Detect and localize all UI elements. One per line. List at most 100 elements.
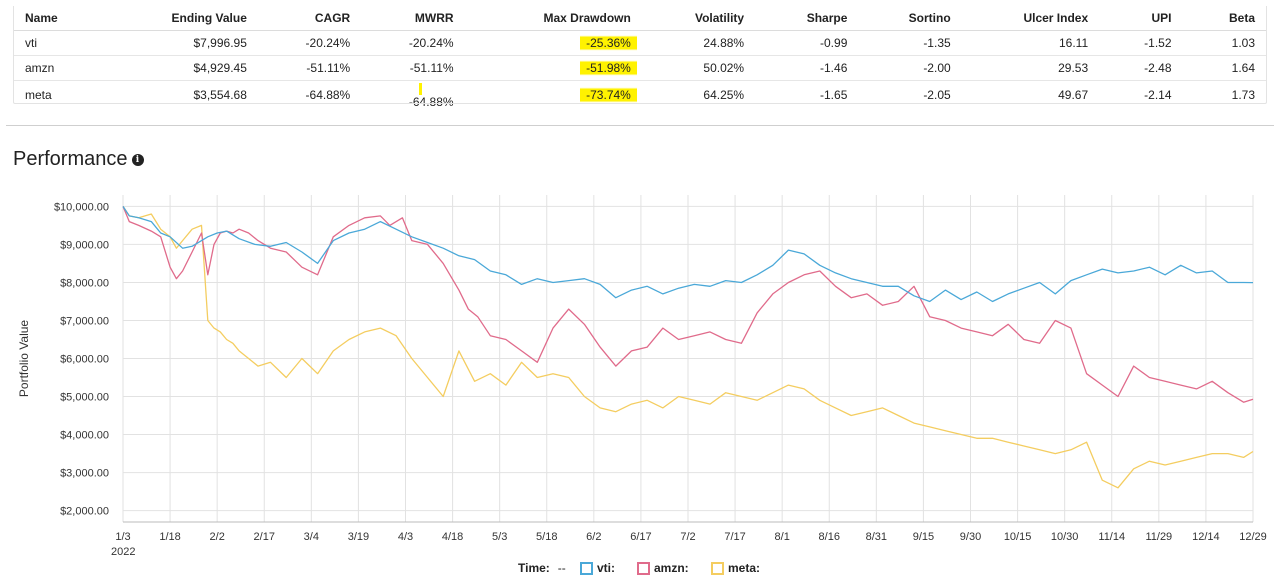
x-tick-label: 11/14 bbox=[1098, 531, 1125, 543]
x-tick-label: 1/3 bbox=[115, 531, 130, 543]
cell-beta: 1.73 bbox=[1183, 80, 1267, 109]
cell-upi: -2.48 bbox=[1100, 55, 1184, 81]
y-tick-label: $2,000.00 bbox=[60, 506, 109, 518]
legend-item-vti[interactable]: vti: bbox=[580, 561, 615, 575]
y-tick-label: $7,000.00 bbox=[60, 315, 109, 327]
cell-name: vti bbox=[13, 30, 126, 56]
x-tick-label: 7/17 bbox=[724, 531, 745, 543]
cell-max-drawdown: -73.74% bbox=[465, 80, 643, 109]
cell-ending-value: $3,554.68 bbox=[125, 80, 259, 109]
cell-ulcer-index: 29.53 bbox=[962, 55, 1101, 81]
x-tick-label: 1/18 bbox=[159, 531, 180, 543]
performance-chart[interactable]: 1/3 1/18 2/2 2/17 3/4 3/19 4/3 4/18 5/3 5/18 6/2 6/… bbox=[0, 185, 1280, 555]
stats-table: Name Ending Value CAGR MWRR Max Drawdown… bbox=[13, 6, 1267, 109]
legend-meta-label: meta: bbox=[728, 561, 761, 575]
cell-sortino: -2.00 bbox=[859, 55, 963, 81]
stats-header-row: Name Ending Value CAGR MWRR Max Drawdown… bbox=[13, 6, 1267, 31]
highlighted-value: -73.74% bbox=[580, 86, 637, 104]
col-ending-value-header[interactable]: Ending Value bbox=[125, 6, 259, 31]
cell-volatility: 24.88% bbox=[642, 30, 757, 56]
legend-item-amzn[interactable]: amzn: bbox=[637, 561, 689, 575]
x-tick-label: 9/15 bbox=[913, 531, 934, 543]
x-tick-label: 2/2 bbox=[210, 531, 225, 543]
highlight-mark bbox=[418, 82, 422, 95]
x-tick-label: 12/14 bbox=[1192, 531, 1220, 543]
col-name-header[interactable]: Name bbox=[13, 6, 126, 31]
col-sharpe-header[interactable]: Sharpe bbox=[756, 6, 860, 31]
col-beta-header[interactable]: Beta bbox=[1183, 6, 1267, 31]
cell-beta: 1.64 bbox=[1183, 55, 1267, 81]
x-tick-label: 8/1 bbox=[775, 531, 790, 543]
highlighted-value: -51.98% bbox=[580, 59, 637, 77]
legend-amzn-label: amzn: bbox=[654, 561, 689, 575]
col-max-drawdown-header[interactable]: Max Drawdown bbox=[465, 6, 643, 31]
col-upi-header[interactable]: UPI bbox=[1100, 6, 1184, 31]
x-tick-label: 5/18 bbox=[536, 531, 557, 543]
table-row: vti $7,996.95 -20.24% -20.24% -25.36% 24… bbox=[13, 30, 1267, 56]
x-tick-label: 9/30 bbox=[960, 531, 981, 543]
x-tick-label: 11/29 bbox=[1145, 531, 1172, 543]
cell-cagr: -20.24% bbox=[258, 30, 363, 56]
col-sortino-header[interactable]: Sortino bbox=[859, 6, 963, 31]
cell-sortino: -2.05 bbox=[859, 80, 963, 109]
cell-max-drawdown: -51.98% bbox=[465, 55, 643, 81]
table-row: amzn $4,929.45 -51.11% -51.11% -51.98% 5… bbox=[13, 55, 1267, 81]
info-icon[interactable]: i bbox=[131, 153, 144, 166]
cell-sharpe: -0.99 bbox=[756, 30, 860, 56]
x-tick-label: 3/4 bbox=[304, 531, 319, 543]
cell-name: amzn bbox=[13, 55, 126, 81]
cell-volatility: 64.25% bbox=[642, 80, 757, 109]
cell-max-drawdown: -25.36% bbox=[465, 30, 643, 56]
cell-mwrr: -64.88% bbox=[362, 80, 466, 109]
y-tick-label: $8,000.00 bbox=[60, 277, 109, 289]
col-ulcer-index-header[interactable]: Ulcer Index bbox=[962, 6, 1101, 31]
cell-mwrr-value: -64.88% bbox=[408, 95, 454, 109]
cell-cagr: -51.11% bbox=[258, 55, 363, 81]
series-line-amzn[interactable] bbox=[122, 206, 1254, 403]
x-tick-label: 8/31 bbox=[866, 531, 887, 543]
x-tick-label: 4/18 bbox=[442, 531, 463, 543]
x-tick-label: 5/3 bbox=[492, 531, 507, 543]
series-line-meta[interactable] bbox=[122, 206, 1254, 489]
legend-time-label: Time: bbox=[518, 561, 550, 575]
x-tick-label: 3/19 bbox=[348, 531, 369, 543]
performance-title: Performance i bbox=[13, 148, 144, 171]
x-tick-label: 2/17 bbox=[254, 531, 275, 543]
chart-legend: Time: -- vti: amzn: meta: bbox=[0, 561, 1280, 577]
legend-time-value: -- bbox=[557, 561, 566, 575]
x-tick-label: 10/15 bbox=[1004, 531, 1032, 543]
cell-upi: -1.52 bbox=[1100, 30, 1184, 56]
col-cagr-header[interactable]: CAGR bbox=[258, 6, 363, 31]
amzn-swatch-icon bbox=[637, 561, 650, 575]
col-mwrr-header[interactable]: MWRR bbox=[362, 6, 466, 31]
x-tick-label: 12/29 bbox=[1239, 531, 1267, 543]
cell-ending-value: $7,996.95 bbox=[125, 30, 259, 56]
meta-swatch-icon bbox=[711, 561, 724, 575]
x-sub-label: 2022 bbox=[111, 546, 135, 555]
cell-sortino: -1.35 bbox=[859, 30, 963, 56]
cell-volatility: 50.02% bbox=[642, 55, 757, 81]
cell-mwrr: -51.11% bbox=[362, 55, 466, 81]
cell-ending-value: $4,929.45 bbox=[125, 55, 259, 81]
cell-upi: -2.14 bbox=[1100, 80, 1184, 109]
cell-ulcer-index: 16.11 bbox=[962, 30, 1101, 56]
x-tick-label: 7/2 bbox=[680, 531, 695, 543]
series-line-vti[interactable] bbox=[122, 206, 1254, 303]
legend-item-meta[interactable]: meta: bbox=[711, 561, 760, 575]
y-tick-label: $5,000.00 bbox=[60, 392, 109, 404]
y-tick-label: $9,000.00 bbox=[60, 239, 109, 251]
y-tick-label: $6,000.00 bbox=[60, 354, 109, 366]
table-row: meta $3,554.68 -64.88% -64.88% -73.74% 6… bbox=[13, 80, 1267, 109]
section-divider bbox=[6, 125, 1274, 126]
x-tick-label: 8/16 bbox=[819, 531, 840, 543]
vti-swatch-icon bbox=[580, 561, 593, 575]
highlighted-value: -25.36% bbox=[580, 34, 637, 52]
legend-time: Time: -- bbox=[518, 561, 566, 575]
cell-mwrr: -20.24% bbox=[362, 30, 466, 56]
y-tick-label: $10,000.00 bbox=[54, 201, 109, 213]
y-tick-label: $4,000.00 bbox=[60, 430, 109, 442]
x-tick-label: 6/2 bbox=[586, 531, 601, 543]
cell-sharpe: -1.46 bbox=[756, 55, 860, 81]
col-volatility-header[interactable]: Volatility bbox=[642, 6, 757, 31]
cell-cagr: -64.88% bbox=[258, 80, 363, 109]
